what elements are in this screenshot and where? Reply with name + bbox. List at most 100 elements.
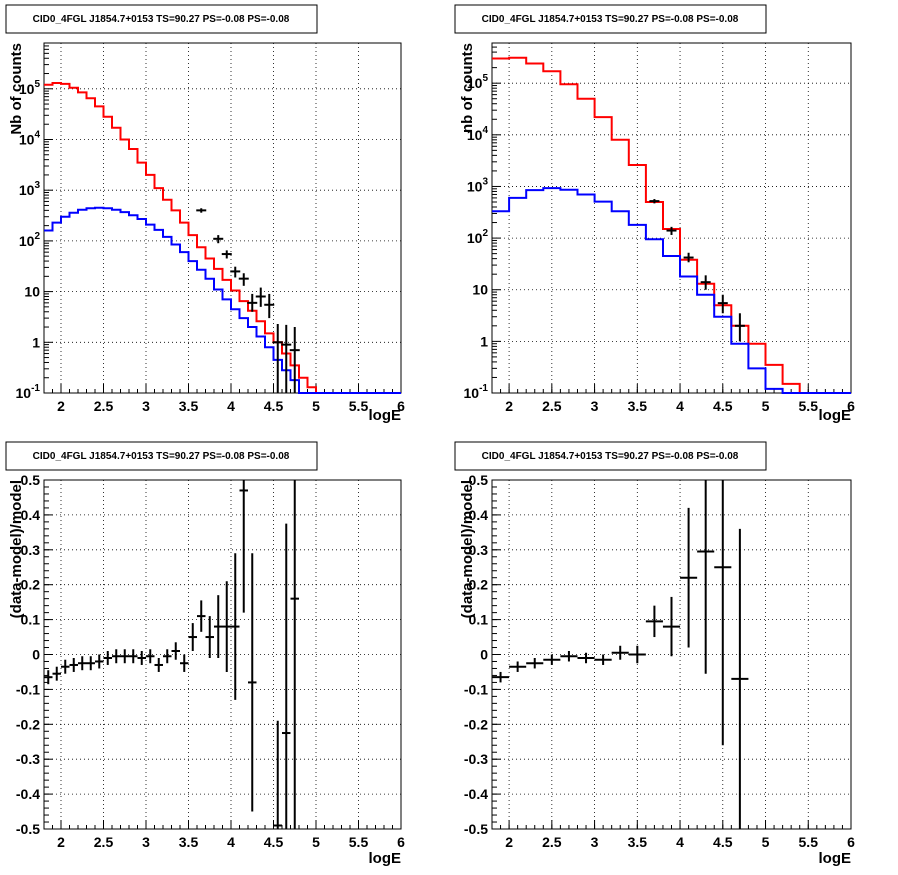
y-axis-title: Nb of counts [8,43,25,135]
x-tick-label: 6 [847,834,855,850]
x-tick-label: 4 [676,398,684,414]
y-tick-exponent: 5 [482,73,488,84]
x-tick-label: 5 [762,834,770,850]
x-tick-label: 4 [227,834,235,850]
x-tick-label: 6 [397,398,405,414]
x-tick-label: 2 [57,398,65,414]
x-tick-label: 3 [591,398,599,414]
x-axis-title: logE [369,407,402,424]
plot-frame [43,479,402,830]
x-tick-label: 3.5 [179,834,199,850]
y-tick-label: -0.1 [464,681,488,697]
y-tick-label: 10 [472,282,488,298]
x-tick-label: 5.5 [349,834,369,850]
x-tick-label: 2 [505,834,513,850]
x-tick-label: 4.5 [264,834,284,850]
y-tick-label: -0.4 [16,786,40,802]
y-tick-label: -0.2 [16,716,40,732]
x-tick-label: 4.5 [713,398,733,414]
y-tick-label: -0.5 [464,821,488,837]
y-tick-label: 103 [467,176,489,194]
plot-frame [43,42,402,394]
pad-title: CID0_4FGL J1854.7+0153 TS=90.27 PS=-0.08… [33,14,290,25]
y-tick-label: 0.4 [21,507,41,523]
y-tick-exponent: -1 [479,383,488,394]
y-tick-label: -0.4 [464,786,488,802]
x-tick-label: 2.5 [94,834,114,850]
y-tick-label: 102 [467,228,489,246]
y-tick-exponent: 2 [482,228,488,239]
x-tick-label: 6 [397,834,405,850]
y-tick-exponent: 2 [34,231,40,242]
x-axis-title: logE [819,407,852,424]
x-tick-label: 5 [312,834,320,850]
x-tick-label: 4 [227,398,235,414]
y-tick-label: -0.1 [16,681,40,697]
x-tick-label: 3 [142,834,150,850]
y-tick-exponent: 5 [34,79,40,90]
y-tick-label: 103 [19,180,41,198]
residual-pad-right: 2 2.5 3 3.5 4 4.5 5 5.5 6 -0.5 -0.4 -0.3 -0.2 -0.1 0 0.… [454,441,855,867]
x-tick-label: 5.5 [799,834,819,850]
title-box [5,4,318,34]
y-tick-label: 10-1 [16,383,41,401]
x-tick-label: 3.5 [628,398,648,414]
x-axis-title: logE [819,850,852,867]
x-tick-label: 3.5 [628,834,648,850]
x-tick-label: 2 [505,398,513,414]
y-tick-label: 0.3 [469,542,489,558]
model-source-histogram [44,206,401,394]
plot-frame [491,42,852,394]
x-tick-label: 5.5 [349,398,369,414]
y-tick-exponent: -1 [31,383,40,394]
x-tick-label: 2.5 [94,398,114,414]
title-box [454,4,767,34]
y-tick-label: 0.5 [21,472,41,488]
x-tick-label: 5.5 [799,398,819,414]
y-tick-label: 0.1 [21,612,41,628]
y-tick-label: 1 [480,333,488,349]
x-tick-label: 2.5 [542,398,562,414]
pad-title: CID0_4FGL J1854.7+0153 TS=90.27 PS=-0.08… [482,14,739,25]
model-total-histogram [492,56,851,394]
residual-pad-left: 2 2.5 3 3.5 4 4.5 5 5.5 6 -0.5 -0.4 -0.3 -0.2 -0.1 0 0.… [5,441,405,867]
x-tick-label: 4.5 [264,398,284,414]
x-tick-label: 5 [762,398,770,414]
y-tick-label: 0.3 [21,542,41,558]
y-tick-label: 0.5 [469,472,489,488]
y-tick-label: -0.3 [16,751,40,767]
x-tick-label: 5 [312,398,320,414]
y-axis-title: (data-model)/model [8,480,25,618]
plot-area: 2 2.5 3 3.5 4 4.5 5 5.5 6 -0.5 -0.4 -0.3 -0.2 -0.1 0 0.… [464,472,855,850]
y-tick-label: 0 [480,647,488,663]
y-tick-exponent: 4 [482,125,488,136]
y-tick-label: 0.2 [21,577,41,593]
x-axis-title: logE [369,850,402,867]
y-tick-label: -0.3 [464,751,488,767]
x-tick-label: 4.5 [713,834,733,850]
y-axis-title: nb of counts [459,43,476,133]
y-tick-exponent: 4 [34,129,40,140]
pad-title: CID0_4FGL J1854.7+0153 TS=90.27 PS=-0.08… [482,451,739,462]
y-tick-label: 1 [32,334,40,350]
x-tick-label: 2.5 [542,834,562,850]
plot-area: 2 2.5 3 3.5 4 4.5 5 5.5 6 -0.5 -0.4 -0.3 -0.2 -0.1 0 0.… [16,472,405,850]
y-tick-label: 10 [24,284,40,300]
y-tick-label: 10-1 [464,383,489,401]
y-tick-label: 0.1 [469,612,489,628]
y-tick-label: -0.2 [464,716,488,732]
x-tick-label: 3 [142,398,150,414]
y-tick-label: 0 [32,647,40,663]
x-tick-label: 2 [57,834,65,850]
x-tick-label: 3.5 [179,398,199,414]
x-tick-label: 3 [591,834,599,850]
y-tick-exponent: 3 [34,180,40,191]
x-tick-label: 4 [676,834,684,850]
model-total-histogram [44,82,401,394]
y-axis-title: (data-model)/model [459,480,476,618]
y-tick-label: -0.5 [16,821,40,837]
